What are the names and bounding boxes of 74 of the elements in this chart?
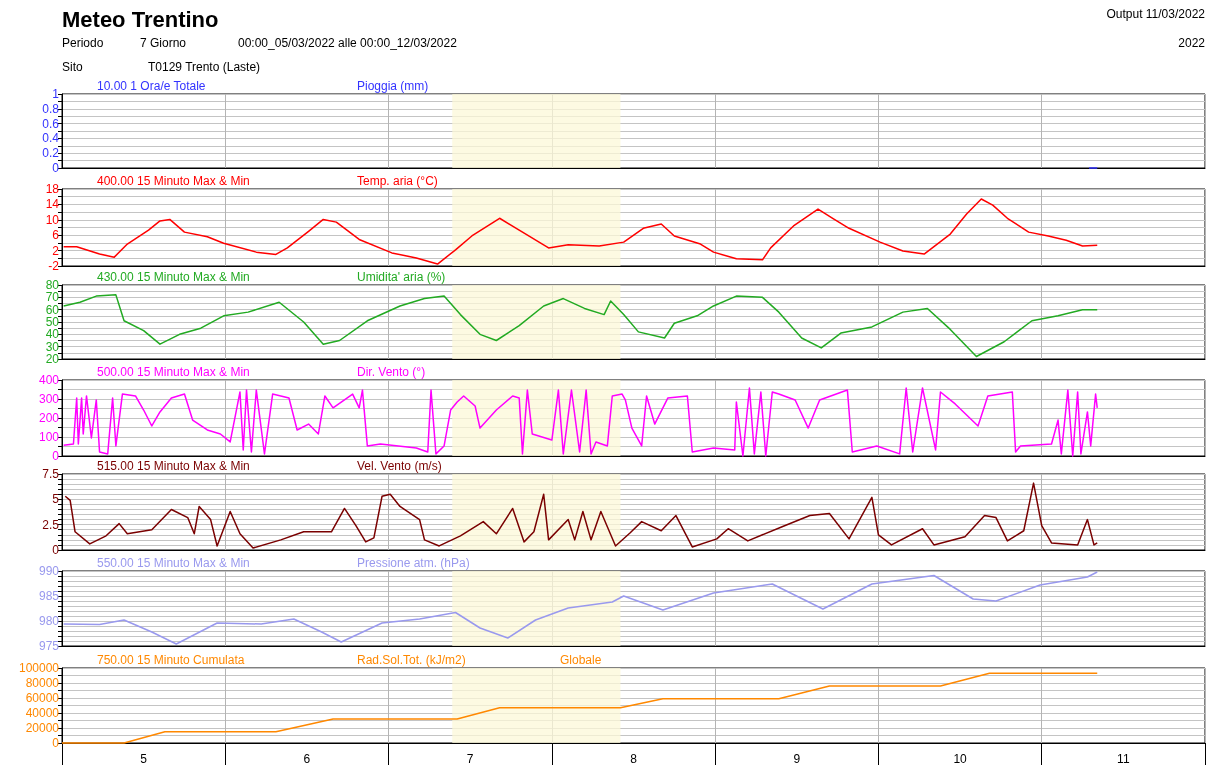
y-axis-title: Dir. Vento (°) [357,365,426,379]
y-tick-label: -2 [48,259,60,273]
y-tick-label: 18 [45,182,60,196]
y-tick-label: 985 [38,589,60,603]
y-tick-label: 0 [52,161,60,175]
y-tick-label: 7.5 [42,467,60,481]
y-axis-title: Temp. aria (°C) [357,174,438,188]
line-series [62,387,1098,457]
y-tick-label: 0.8 [42,101,60,116]
y-axis-title: Rad.Sol.Tot. (kJ/m2) [357,653,466,667]
text: 430.00 15 Minuto Max & Min [97,270,250,284]
y-tick-label: 2 [52,243,60,258]
y-tick-label: 20 [45,352,60,366]
y-tick-label: 990 [38,564,60,578]
y-tick-label: 10 [45,212,60,227]
y-tick-label: 400 [38,373,60,387]
chart-title: Meteo Trentino [62,6,219,32]
y-tick-label: 5 [52,492,60,507]
text: 550.00 15 Minuto Max & Min [97,556,250,570]
y-tick-label: 100 [38,430,60,444]
y-tick-label: 1 [52,87,60,101]
y-tick-label: 2.5 [42,517,60,532]
y-tick-label: 980 [38,614,60,628]
y-tick-label: 200 [38,411,60,425]
text: 00:00_05/03/2022 alle 00:00_12/03/2022 [238,36,458,50]
y-tick-label: 0.6 [42,116,60,131]
text: Globale [560,653,602,667]
y-tick-label: 80 [45,278,60,292]
y-axis-title: Pressione atm. (hPa) [357,556,470,570]
y-tick-label: 0 [52,736,60,750]
line-series [62,571,1098,645]
y-tick-label: 0.2 [42,146,60,161]
y-tick-label: 0 [52,449,60,463]
x-tick-label: 8 [630,752,638,765]
y-tick-label: 0 [52,543,60,557]
y-tick-label: 0.4 [42,131,60,146]
text: 500.00 15 Minuto Max & Min [97,365,250,379]
line-series [62,294,1098,358]
text: 7 Giorno [140,36,187,50]
text: T0129 Trento (Laste) [148,60,261,74]
y-tick-label: 100000 [18,661,60,675]
x-tick-label: 7 [466,752,474,765]
text: 2022 [1178,36,1206,50]
y-tick-label: 30 [45,339,60,354]
y-tick-label: 50 [45,315,60,329]
text: 515.00 15 Minuto Max & Min [97,459,250,473]
y-tick-label: 60000 [25,691,60,705]
text: 10.00 1 Ora/e Totale [97,79,206,93]
y-tick-label: 40 [45,327,60,342]
y-tick-label: 14 [45,197,60,212]
text: 750.00 15 Minuto Cumulata [97,653,245,667]
y-axis-title: Pioggia (mm) [357,79,429,93]
text: Sito [62,60,83,74]
y-tick-label: 80000 [25,676,60,690]
text: Periodo [62,36,104,50]
y-tick-label: 70 [45,290,60,305]
y-tick-label: 60 [45,302,60,317]
x-tick-label: 6 [303,752,311,765]
text: Output 11/03/2022 [1106,7,1206,21]
y-axis-title: Umidita' aria (%) [357,270,446,284]
line-series [62,198,1098,265]
y-tick-label: 300 [38,392,60,406]
x-tick-label: 10 [953,752,968,765]
y-tick-label: 6 [52,228,60,243]
x-tick-label: 5 [140,752,148,765]
y-tick-label: 20000 [25,721,60,735]
line-series [61,672,1098,744]
line-series [64,482,1098,549]
x-tick-label: 11 [1117,752,1130,765]
text: 400.00 15 Minuto Max & Min [97,174,250,188]
y-axis-title: Vel. Vento (m/s) [357,459,442,473]
y-tick-label: 40000 [25,706,60,720]
x-tick-label: 9 [793,752,801,765]
y-tick-label: 975 [38,639,60,653]
